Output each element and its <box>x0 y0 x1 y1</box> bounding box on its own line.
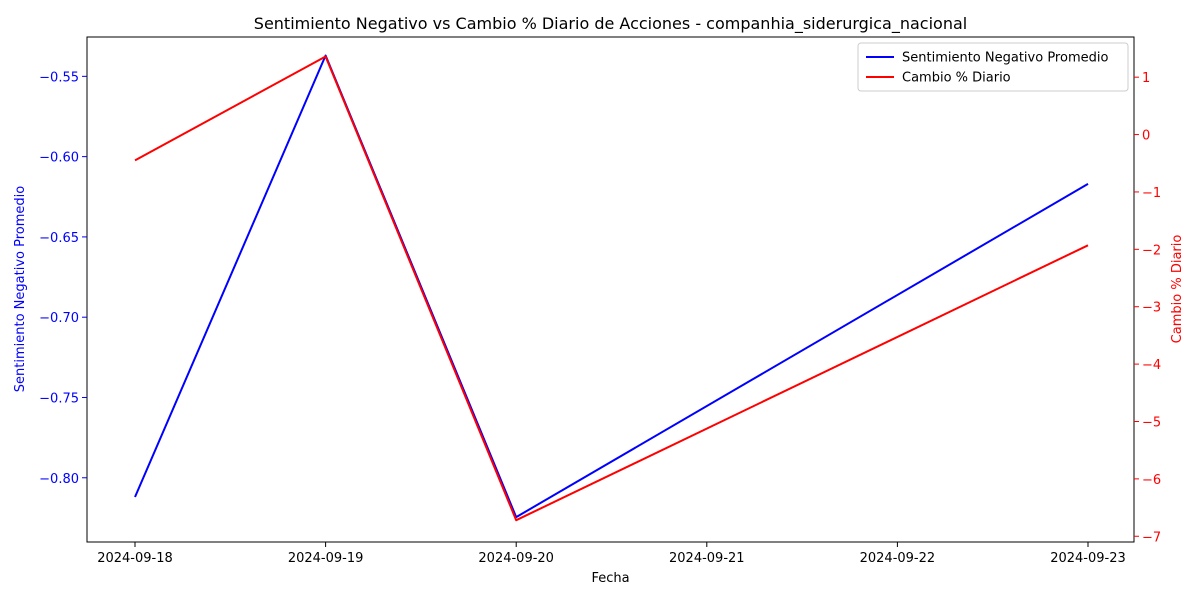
left-y-tick-label: −0.75 <box>39 391 79 406</box>
legend-label-cambio: Cambio % Diario <box>902 71 1011 86</box>
legend-box <box>857 42 1129 92</box>
axes: 2024-09-18 2024-09-19 2024-09-20 2024-09-21… <box>39 36 1161 566</box>
right-y-tick-label: −3 <box>1142 301 1161 316</box>
chart-title: Sentimiento Negativo vs Cambio % Diario … <box>254 14 967 34</box>
legend: Sentimiento Negativo Promedio Cambio % D… <box>857 42 1129 92</box>
legend-label-sentimiento: Sentimiento Negativo Promedio <box>902 51 1108 66</box>
right-y-tick-label: 1 <box>1142 71 1150 86</box>
x-tick-label: 2024-09-22 <box>860 551 936 566</box>
x-axis-label: Fecha <box>591 571 629 586</box>
right-y-tick-label: −5 <box>1142 415 1161 430</box>
right-y-tick-label: 0 <box>1142 129 1150 144</box>
x-tick-label: 2024-09-18 <box>97 551 173 566</box>
right-y-tick-label: −1 <box>1142 186 1161 201</box>
x-tick-label: 2024-09-21 <box>669 551 745 566</box>
plot-frame <box>86 36 1135 543</box>
right-axis-label: Cambio % Diario <box>1170 235 1185 344</box>
series-line-cambio <box>134 55 1089 522</box>
series-line-sentimiento <box>134 54 1089 519</box>
x-tick-label: 2024-09-19 <box>288 551 364 566</box>
series-lines <box>134 54 1089 522</box>
left-y-tick-label: −0.60 <box>39 151 79 166</box>
left-axis-label: Sentimiento Negativo Promedio <box>13 186 28 392</box>
right-y-tick-label: −4 <box>1142 358 1161 373</box>
left-y-tick-label: −0.80 <box>39 472 79 487</box>
x-tick-label: 2024-09-20 <box>478 551 554 566</box>
x-tick-label: 2024-09-23 <box>1050 551 1126 566</box>
right-y-tick-label: −7 <box>1142 530 1161 545</box>
right-y-tick-label: −2 <box>1142 243 1161 258</box>
right-y-tick-label: −6 <box>1142 473 1161 488</box>
left-y-tick-label: −0.70 <box>39 311 79 326</box>
left-y-tick-label: −0.55 <box>39 70 79 85</box>
left-y-tick-label: −0.65 <box>39 231 79 246</box>
